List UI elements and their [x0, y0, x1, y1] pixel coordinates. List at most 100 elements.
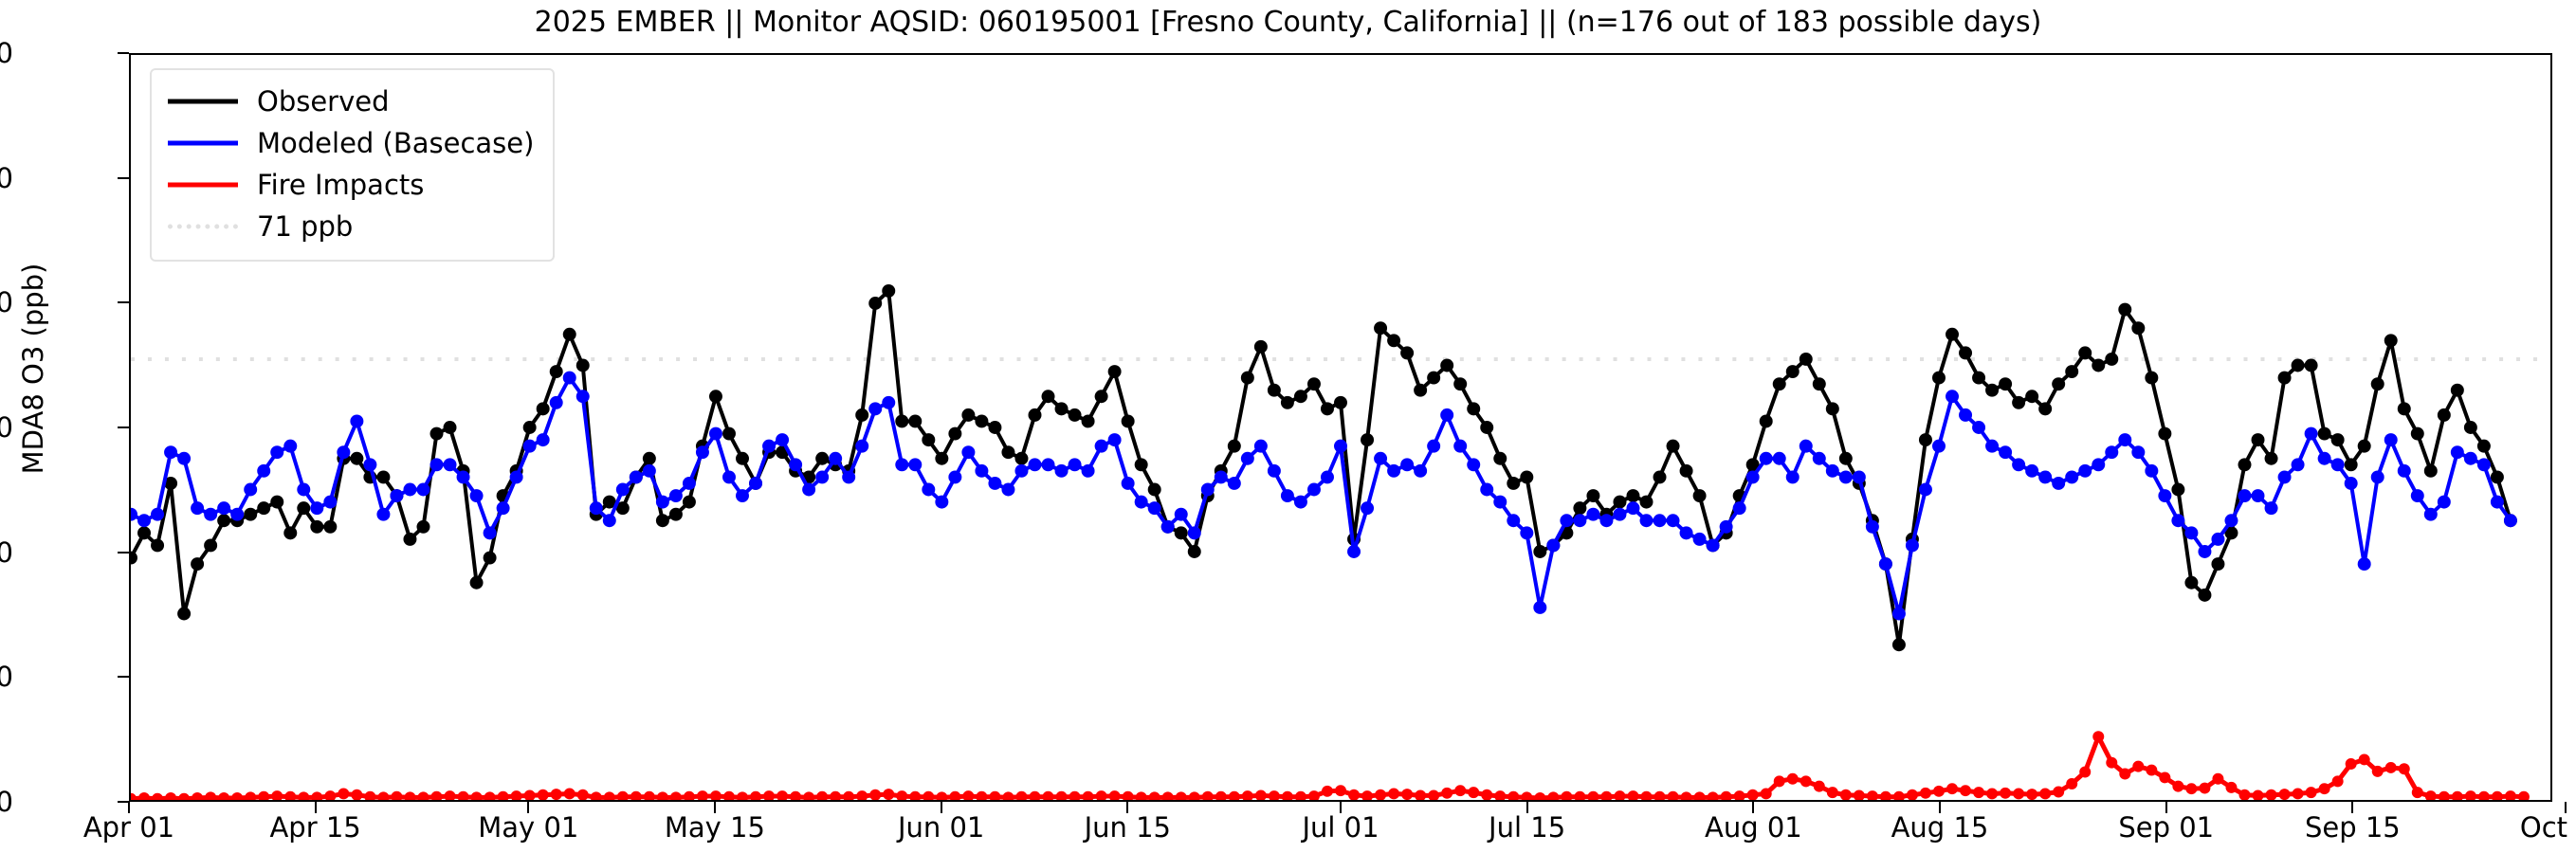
data-point	[2052, 377, 2066, 391]
data-point	[2238, 789, 2251, 800]
data-point	[908, 414, 923, 428]
data-point	[2131, 321, 2146, 336]
data-point	[2065, 470, 2079, 484]
data-point	[922, 433, 936, 447]
data-point	[1918, 433, 1932, 447]
data-point	[1560, 514, 1574, 528]
data-point	[736, 451, 749, 465]
data-point	[1107, 433, 1122, 447]
data-point	[882, 395, 896, 409]
data-point	[311, 791, 323, 800]
legend-item-fire-impacts[interactable]: Fire Impacts	[168, 164, 534, 206]
x-tick-mark	[1340, 802, 1342, 813]
data-point	[1946, 327, 1959, 341]
data-point	[1812, 451, 1826, 465]
legend-swatch-icon	[168, 216, 238, 237]
data-point	[2252, 789, 2264, 800]
data-point	[1321, 785, 1333, 797]
data-point	[1586, 489, 1600, 503]
data-point	[404, 791, 416, 800]
data-point	[1306, 482, 1321, 497]
y-tick-label: 60	[0, 411, 13, 444]
data-point	[1042, 790, 1054, 800]
data-point	[2476, 439, 2491, 453]
data-point	[668, 489, 683, 503]
data-point	[391, 790, 403, 800]
data-point	[1534, 792, 1546, 800]
data-point	[642, 463, 656, 478]
legend-swatch-icon	[168, 174, 238, 195]
legend-item-71-ppb[interactable]: 71 ppb	[168, 206, 534, 247]
data-point	[1095, 790, 1107, 800]
data-point	[2053, 786, 2065, 798]
data-point	[1985, 383, 2000, 397]
data-point	[443, 421, 457, 434]
x-tick-label: Jun 15	[1084, 811, 1171, 844]
data-point	[1134, 495, 1148, 509]
x-tick-mark	[713, 802, 716, 813]
data-point	[1201, 790, 1214, 800]
legend-item-observed[interactable]: Observed	[168, 81, 534, 122]
data-point	[883, 789, 895, 800]
data-point	[1361, 433, 1375, 447]
data-point	[949, 790, 961, 800]
legend-item-modeled-basecase[interactable]: Modeled (Basecase)	[168, 122, 534, 164]
data-point	[2199, 782, 2211, 794]
data-point	[364, 790, 376, 800]
data-point	[1388, 788, 1400, 800]
data-point	[1946, 390, 1959, 404]
data-point	[1733, 790, 1745, 800]
data-point	[1268, 790, 1280, 800]
data-point	[1600, 790, 1613, 800]
data-point	[1680, 791, 1692, 800]
data-point	[895, 458, 909, 472]
data-point	[2013, 788, 2025, 800]
data-point	[2251, 489, 2265, 503]
data-point	[1891, 607, 1906, 621]
data-point	[350, 451, 364, 465]
data-point	[1335, 785, 1346, 797]
data-point	[1227, 439, 1241, 453]
data-point	[2224, 526, 2238, 540]
data-point	[131, 507, 137, 521]
data-point	[1068, 408, 1082, 422]
data-point	[1028, 408, 1042, 422]
data-point	[2291, 458, 2305, 472]
data-point	[629, 470, 643, 484]
data-point	[776, 433, 790, 447]
data-point	[1933, 785, 1945, 797]
data-point	[1147, 482, 1161, 497]
data-point	[2398, 763, 2410, 775]
data-point	[270, 445, 284, 460]
data-point	[1108, 790, 1121, 800]
data-point	[1094, 390, 1108, 404]
data-point	[655, 514, 669, 528]
data-point	[2490, 470, 2504, 484]
data-point	[2384, 433, 2398, 447]
data-point	[975, 463, 989, 478]
x-tick-label: Aug 15	[1891, 811, 1989, 844]
data-point	[536, 433, 550, 447]
data-point	[2038, 470, 2053, 484]
data-point	[204, 538, 218, 553]
data-point	[1041, 458, 1055, 472]
data-point	[337, 445, 351, 460]
data-point	[218, 792, 230, 800]
data-point	[297, 482, 311, 497]
data-point	[1574, 790, 1586, 800]
data-point	[1707, 791, 1719, 800]
data-point	[1507, 476, 1521, 490]
data-point	[338, 788, 350, 800]
y-tick-mark	[118, 551, 129, 554]
data-point	[429, 458, 444, 472]
data-point	[549, 365, 563, 379]
data-point	[310, 519, 324, 534]
data-point	[1521, 791, 1533, 800]
data-point	[230, 507, 245, 521]
data-point	[1866, 790, 1878, 800]
data-point	[350, 414, 364, 428]
data-point	[1666, 514, 1680, 528]
data-point	[2305, 787, 2317, 799]
data-point	[522, 439, 537, 453]
data-point	[549, 395, 563, 409]
